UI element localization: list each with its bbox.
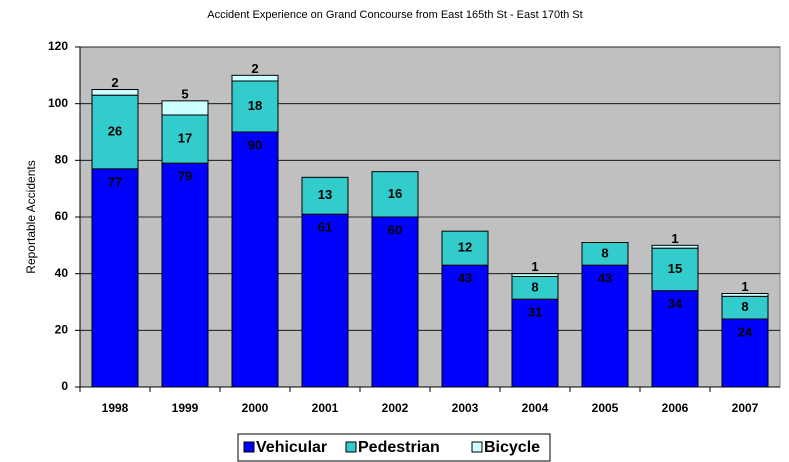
- bar-segment: [91, 89, 139, 96]
- x-tick-label: 1999: [172, 401, 199, 415]
- legend-swatch: [471, 441, 483, 453]
- bar-segment: [301, 213, 349, 388]
- bar-segment: [91, 168, 139, 388]
- y-tick-label: 120: [48, 39, 68, 53]
- chart-title: Accident Experience on Grand Concourse f…: [207, 9, 582, 21]
- legend-label: Vehicular: [256, 439, 327, 456]
- y-tick-label: 40: [55, 266, 69, 280]
- data-label: 90: [248, 137, 262, 152]
- data-label: 1: [741, 279, 748, 294]
- data-label: 77: [108, 174, 122, 189]
- x-tick-label: 2004: [522, 401, 549, 415]
- x-tick-label: 2000: [242, 401, 269, 415]
- bar-segment: [581, 264, 629, 388]
- legend-swatch: [243, 441, 255, 453]
- data-label: 8: [531, 279, 538, 294]
- x-tick-label: 2001: [312, 401, 339, 415]
- bar-segment: [511, 298, 559, 388]
- bar-segment: [231, 131, 279, 388]
- data-label: 2: [251, 61, 258, 76]
- bar-segment: [651, 244, 699, 249]
- data-label: 17: [178, 131, 192, 146]
- bar-segment: [581, 242, 629, 266]
- data-label: 18: [248, 98, 262, 113]
- data-label: 8: [601, 245, 608, 260]
- data-label: 2: [111, 75, 118, 90]
- legend-swatch: [345, 441, 357, 453]
- bar-segment: [91, 94, 139, 170]
- data-label: 26: [108, 123, 122, 138]
- data-label: 31: [528, 305, 542, 320]
- bar-segment: [441, 264, 489, 388]
- data-label: 16: [388, 186, 402, 201]
- bar-segment: [721, 318, 769, 388]
- data-label: 1: [671, 231, 678, 246]
- data-label: 12: [458, 240, 472, 255]
- bar-segment: [161, 100, 209, 116]
- bar-segment: [651, 290, 699, 388]
- bar-segment: [371, 171, 419, 218]
- x-tick-label: 2006: [662, 401, 689, 415]
- data-label: 24: [738, 324, 753, 339]
- bar-segment: [511, 273, 559, 277]
- legend: Vehicular Pedestrian Bicycle: [237, 433, 551, 462]
- bar-segment: [721, 293, 769, 297]
- data-label: 15: [668, 261, 682, 276]
- y-tick-label: 0: [61, 379, 68, 393]
- bar-segment: [441, 230, 489, 266]
- data-label: 5: [181, 86, 188, 101]
- legend-label: Bicycle: [484, 439, 540, 456]
- bar-segment: [161, 162, 209, 388]
- bar-segment: [231, 74, 279, 82]
- y-tick-label: 20: [55, 323, 69, 337]
- data-label: 1: [531, 259, 538, 274]
- data-label: 8: [741, 299, 748, 314]
- x-tick-label: 2005: [592, 401, 619, 415]
- bar-segment: [231, 80, 279, 133]
- data-label: 34: [668, 296, 683, 311]
- data-label: 43: [458, 271, 472, 286]
- y-tick-label: 100: [48, 96, 68, 110]
- y-tick-label: 80: [55, 153, 69, 167]
- x-tick-label: 1998: [102, 401, 129, 415]
- x-tick-label: 2007: [732, 401, 759, 415]
- x-tick-label: 2002: [382, 401, 409, 415]
- legend-label: Pedestrian: [358, 439, 440, 456]
- data-label: 60: [388, 222, 402, 237]
- data-label: 13: [318, 187, 332, 202]
- data-label: 43: [598, 271, 612, 286]
- data-label: 79: [178, 169, 192, 184]
- bar-segment: [371, 216, 419, 388]
- y-tick-label: 60: [55, 209, 69, 223]
- legend-box: [237, 433, 551, 462]
- bar-segment: [301, 176, 349, 215]
- y-axis-label: Reportable Accidents: [24, 160, 38, 273]
- x-tick-label: 2003: [452, 401, 479, 415]
- data-label: 61: [318, 220, 332, 235]
